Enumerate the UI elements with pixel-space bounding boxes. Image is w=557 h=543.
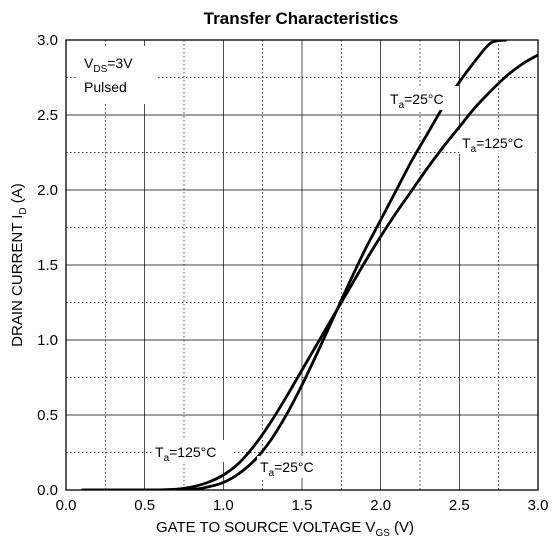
label-bg	[387, 86, 459, 110]
y-tick-label: 2.0	[37, 182, 58, 199]
y-tick-label: 1.5	[37, 257, 58, 274]
x-tick-label: 1.5	[292, 497, 313, 514]
x-tick-label: 3.0	[528, 497, 549, 514]
y-axis-label: DRAIN CURRENT ID (A)	[9, 183, 29, 347]
tick-labels: 0.0 0.5 1.0 1.5 2.0 2.5 3.0 0.0 0.5 1.0 1.5 2.0 2.5 3…	[37, 32, 548, 514]
series-ta-25-label-top: Ta=25°C	[390, 91, 444, 111]
y-tick-label: 0.5	[37, 407, 58, 424]
axis-labels: GATE TO SOURCE VOLTAGE VGS (V) DRAIN CURR…	[9, 183, 414, 539]
x-tick-label: 0.5	[134, 497, 155, 514]
condition-pulsed: Pulsed	[84, 79, 127, 95]
y-tick-label: 3.0	[37, 32, 58, 49]
label-bg	[257, 456, 327, 478]
label-bg	[459, 130, 535, 154]
y-tick-label: 2.5	[37, 107, 58, 124]
plot-frame	[65, 39, 539, 491]
label-bg	[152, 440, 232, 462]
condition-vds: VDS=3V	[84, 55, 133, 75]
series-ta-125-label-top: Ta=125°C	[462, 135, 523, 155]
grid	[66, 40, 538, 490]
series-ta-125-curve	[81, 53, 538, 490]
x-tick-label: 1.0	[213, 497, 234, 514]
x-tick-label: 0.0	[56, 497, 77, 514]
x-tick-label: 2.5	[449, 497, 470, 514]
series-ta-125-label-bottom: Ta=125°C	[155, 444, 216, 464]
x-tick-label: 2.0	[370, 497, 391, 514]
annotations: VDS=3V Pulsed Ta=25°C Ta=125°C Ta=125°C Ta=25…	[77, 46, 535, 479]
conditions-box	[77, 46, 157, 104]
chart-title: Transfer Characteristics	[204, 9, 399, 28]
series-ta-25-label-bottom: Ta=25°C	[260, 459, 314, 479]
y-tick-label: 1.0	[37, 332, 58, 349]
y-tick-label: 0.0	[37, 482, 58, 499]
x-axis-label: GATE TO SOURCE VOLTAGE VGS (V)	[156, 519, 414, 539]
